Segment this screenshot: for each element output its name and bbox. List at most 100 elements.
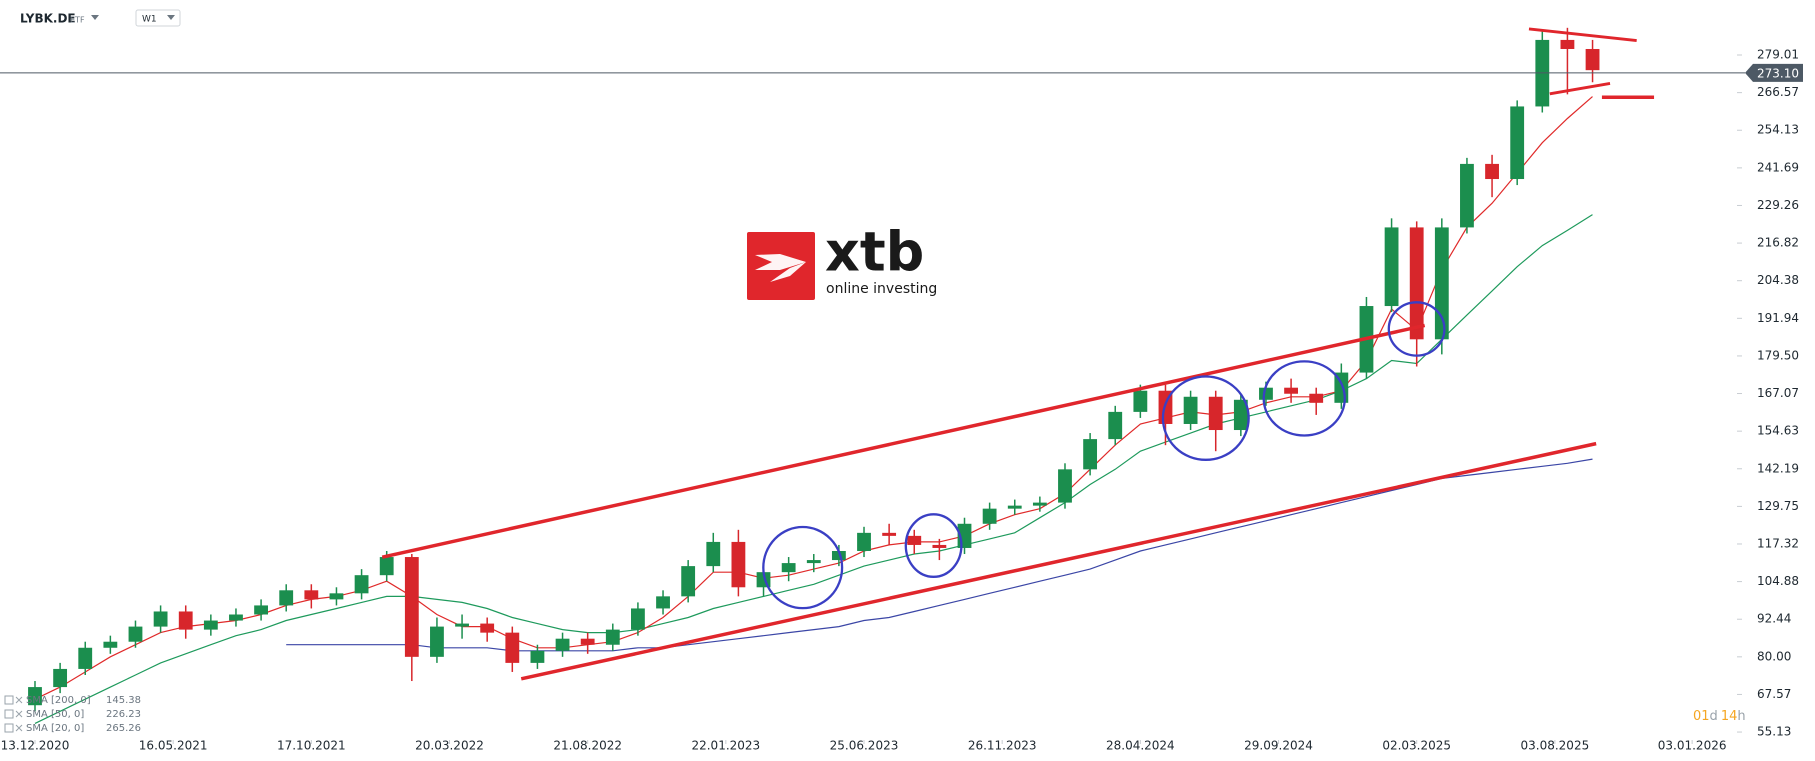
candle-body bbox=[103, 641, 118, 648]
legend-name: SMA [200, 0] bbox=[26, 695, 91, 706]
y-tick-label: 241.69 bbox=[1757, 160, 1799, 174]
candle-body bbox=[1585, 48, 1600, 71]
countdown-hours: 14 bbox=[1721, 709, 1738, 724]
y-tick-label: 179.50 bbox=[1757, 348, 1799, 362]
candle-body bbox=[78, 647, 93, 669]
circle-marker bbox=[1262, 360, 1346, 437]
watermark: xtb online investing bbox=[747, 221, 937, 300]
candle-body bbox=[1384, 227, 1399, 307]
x-tick-label: 29.09.2024 bbox=[1244, 739, 1313, 753]
legend-value: 145.38 bbox=[106, 695, 141, 706]
candle-body bbox=[304, 590, 319, 600]
legend-name: SMA [20, 0] bbox=[26, 723, 84, 734]
candle-body bbox=[605, 629, 620, 645]
legend: SMA [200, 0] 145.38 SMA [50, 0] 226.23 SMA [… bbox=[4, 695, 141, 734]
symbol-dropdown[interactable] bbox=[91, 15, 99, 20]
candle-body bbox=[806, 560, 821, 564]
candle-body bbox=[1058, 469, 1072, 503]
candle-body bbox=[404, 557, 419, 657]
symbol[interactable]: LYBK.DE bbox=[20, 12, 76, 26]
legend-value: 265.26 bbox=[106, 723, 141, 734]
candle-body bbox=[153, 611, 168, 627]
candle-body bbox=[1485, 163, 1499, 180]
candle-body bbox=[1309, 393, 1324, 403]
y-tick-label: 266.57 bbox=[1757, 85, 1799, 99]
annotations bbox=[381, 27, 1655, 681]
interval-box[interactable] bbox=[135, 9, 181, 27]
interval-dropdown[interactable] bbox=[167, 15, 175, 20]
legend-icon bbox=[4, 723, 14, 733]
candle-body bbox=[907, 535, 922, 545]
candle-body bbox=[1409, 227, 1424, 340]
candle-body bbox=[555, 638, 570, 651]
candle-body bbox=[731, 541, 746, 588]
candle-body bbox=[781, 563, 796, 573]
candle-body bbox=[882, 532, 897, 536]
x-tick-label: 03.01.2026 bbox=[1658, 739, 1727, 753]
trend-line bbox=[381, 323, 1426, 559]
y-tick-label: 55.13 bbox=[1757, 725, 1791, 739]
x-tick-label: 28.04.2024 bbox=[1106, 739, 1175, 753]
candle-body bbox=[279, 590, 294, 606]
logo-brand: xtb bbox=[825, 221, 924, 284]
candle-body bbox=[631, 608, 645, 630]
trend-line bbox=[1549, 81, 1611, 96]
candle-body bbox=[53, 668, 68, 688]
circle-marker bbox=[1161, 375, 1250, 462]
y-tick-label: 92.44 bbox=[1757, 612, 1791, 626]
legend-icon bbox=[4, 695, 14, 705]
x-tick-label: 16.05.2021 bbox=[139, 739, 208, 753]
candle-body bbox=[329, 593, 344, 600]
legend-close bbox=[15, 710, 23, 718]
candle-body bbox=[681, 566, 696, 597]
candle-body bbox=[1233, 399, 1248, 431]
candle-body bbox=[1460, 163, 1474, 228]
candle-body bbox=[229, 614, 243, 621]
y-tick-label: 80.00 bbox=[1757, 649, 1791, 663]
candle-body bbox=[28, 687, 42, 706]
x-tick-label: 03.08.2025 bbox=[1521, 739, 1590, 753]
x-tick-label: 26.11.2023 bbox=[968, 739, 1037, 753]
logo-mark bbox=[755, 254, 806, 282]
interval: W1 bbox=[142, 15, 157, 25]
candle-body bbox=[505, 632, 520, 663]
y-tick-label: 204.38 bbox=[1757, 273, 1799, 287]
candle-body bbox=[1133, 390, 1148, 412]
candle-body bbox=[1434, 227, 1449, 340]
candle-body bbox=[706, 541, 721, 567]
candle-body bbox=[530, 650, 545, 663]
candle-body bbox=[178, 611, 193, 630]
symbol-type: ETF bbox=[70, 16, 85, 25]
x-tick-label: 21.08.2022 bbox=[553, 739, 622, 753]
candle-body bbox=[1007, 505, 1022, 509]
logo-tagline: online investing bbox=[826, 281, 937, 297]
candle-body bbox=[455, 623, 469, 627]
x-tick-label: 22.01.2023 bbox=[691, 739, 760, 753]
candle-body bbox=[1259, 387, 1273, 400]
candle-body bbox=[354, 575, 369, 594]
candle-body bbox=[480, 623, 495, 633]
x-tick-label: 02.03.2025 bbox=[1382, 739, 1451, 753]
y-tick-label: 117.32 bbox=[1757, 536, 1799, 550]
candle-body bbox=[1284, 387, 1298, 394]
circle-marker bbox=[904, 513, 963, 578]
countdown-days-unit: d bbox=[1710, 709, 1718, 724]
y-tick-label: 104.88 bbox=[1757, 574, 1799, 588]
candle-body bbox=[430, 626, 444, 657]
legend-close bbox=[15, 696, 23, 704]
x-tick-label: 13.12.2020 bbox=[1, 739, 70, 753]
legend-close bbox=[15, 724, 23, 732]
y-tick-label: 254.13 bbox=[1757, 123, 1799, 137]
y-tick-label: 142.19 bbox=[1757, 461, 1799, 475]
circle-marker bbox=[762, 525, 844, 610]
legend-icon bbox=[4, 709, 14, 719]
candle-body bbox=[932, 544, 947, 548]
candle-body bbox=[1083, 439, 1098, 470]
candle-body bbox=[1208, 396, 1223, 431]
y-tick-label: 216.82 bbox=[1757, 236, 1799, 250]
candle-body bbox=[831, 550, 846, 561]
countdown: 01d 14h bbox=[1693, 709, 1746, 724]
y-tick-label: 167.07 bbox=[1757, 386, 1799, 400]
